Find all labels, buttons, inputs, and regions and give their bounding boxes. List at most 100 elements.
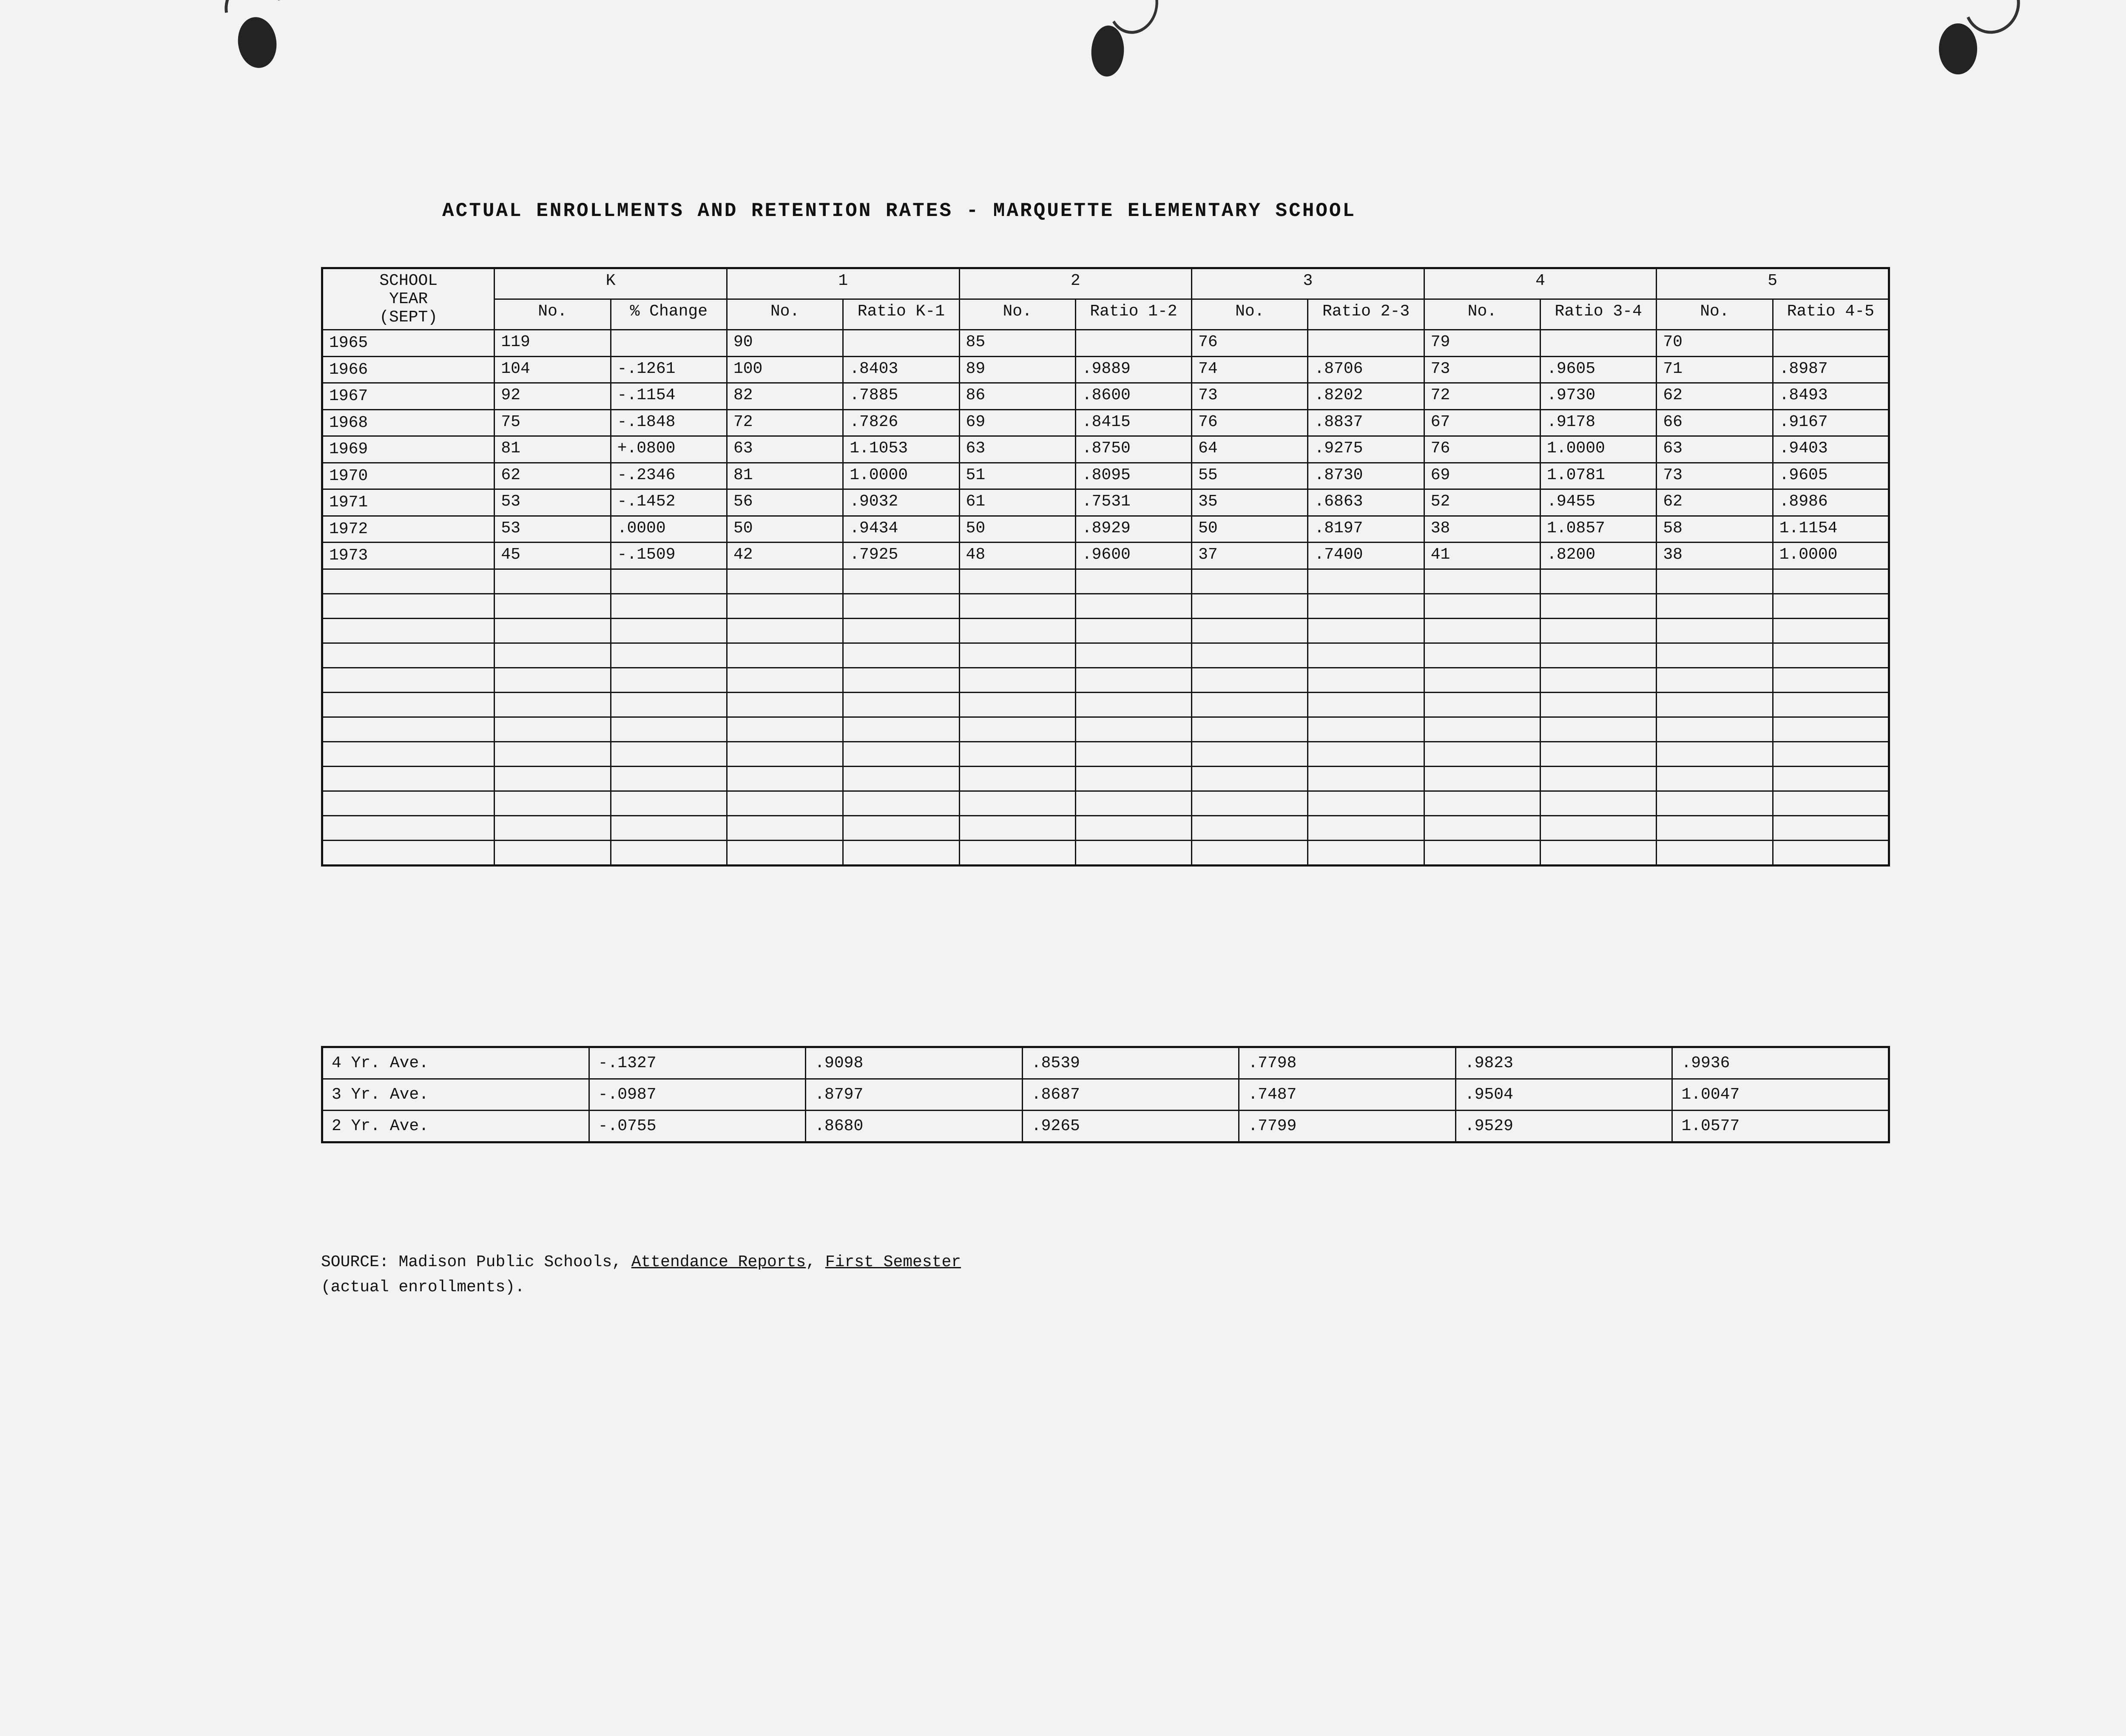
cell-ratio-34: 1.0781	[1540, 463, 1657, 489]
cell-grade2-no: 63	[959, 436, 1075, 463]
filler-cell	[959, 742, 1075, 766]
filler-cell	[495, 766, 611, 791]
cell-ratio-k1: 1.0000	[843, 463, 959, 489]
filler-cell	[1540, 815, 1657, 840]
table-filler-row	[322, 618, 1889, 643]
filler-cell	[843, 692, 959, 717]
cell-school-year: 1971	[322, 489, 495, 516]
table-row-1967: 1967 92 -.1154 82.7885 86.8600 73.8202 72.9730…	[322, 383, 1889, 410]
cell-ratio-12: .8929	[1075, 516, 1191, 543]
filler-cell	[611, 840, 727, 865]
filler-cell	[1424, 791, 1540, 815]
filler-cell	[495, 717, 611, 742]
filler-cell	[1657, 618, 1773, 643]
hole-punch-mark	[1090, 25, 1126, 77]
filler-cell	[322, 717, 495, 742]
filler-cell	[611, 742, 727, 766]
cell-grade3-no: 64	[1192, 436, 1308, 463]
cell-grade2-no: 85	[959, 330, 1075, 357]
filler-cell	[1424, 668, 1540, 692]
cell-average-ratio-12: .9265	[1022, 1111, 1239, 1142]
filler-cell	[495, 569, 611, 594]
cell-k-pct-change: -.2346	[611, 463, 727, 489]
filler-cell	[843, 643, 959, 668]
source-label: SOURCE:	[321, 1253, 389, 1271]
col-group-4: 4	[1424, 268, 1657, 299]
cell-grade4-no: 67	[1424, 409, 1540, 436]
cell-grade1-no: 90	[727, 330, 843, 357]
source-publisher: Madison Public Schools	[398, 1253, 612, 1271]
table-filler-row	[322, 766, 1889, 791]
table-row-1973: 1973 45 -.1509 42.7925 48.9600 37.7400 41.8200…	[322, 543, 1889, 569]
cell-ratio-k1: .8403	[843, 356, 959, 383]
cell-grade3-no: 76	[1192, 409, 1308, 436]
col-header-ratio-k1: Ratio K-1	[843, 299, 959, 330]
cell-grade3-no: 50	[1192, 516, 1308, 543]
filler-cell	[843, 742, 959, 766]
cell-average-ratio-34: .9823	[1455, 1047, 1672, 1079]
filler-cell	[959, 668, 1075, 692]
col-header-no-2: No.	[959, 299, 1075, 330]
filler-cell	[322, 618, 495, 643]
cell-average-ratio-23: .7487	[1239, 1079, 1456, 1111]
average-row-4-yr.-ave.: 4 Yr. Ave. -.1327.9098.8539.7798.9823.993…	[322, 1047, 1889, 1079]
filler-cell	[1192, 717, 1308, 742]
filler-cell	[495, 791, 611, 815]
cell-ratio-23: .8202	[1308, 383, 1424, 410]
filler-cell	[727, 840, 843, 865]
filler-cell	[495, 668, 611, 692]
averages-table: 4 Yr. Ave. -.1327.9098.8539.7798.9823.993…	[321, 1046, 1890, 1143]
filler-cell	[1075, 815, 1191, 840]
filler-cell	[322, 791, 495, 815]
cell-ratio-12: .8095	[1075, 463, 1191, 489]
cell-grade4-no: 79	[1424, 330, 1540, 357]
table-filler-row	[322, 791, 1889, 815]
cell-school-year: 1966	[322, 356, 495, 383]
filler-cell	[843, 668, 959, 692]
filler-cell	[1308, 766, 1424, 791]
cell-ratio-12: .8750	[1075, 436, 1191, 463]
cell-grade3-no: 35	[1192, 489, 1308, 516]
filler-cell	[1192, 618, 1308, 643]
filler-cell	[727, 766, 843, 791]
filler-cell	[1308, 791, 1424, 815]
cell-grade1-no: 50	[727, 516, 843, 543]
col-header-ratio-45: Ratio 4-5	[1773, 299, 1889, 330]
filler-cell	[1075, 692, 1191, 717]
cell-ratio-34: .9178	[1540, 409, 1657, 436]
average-row-2-yr.-ave.: 2 Yr. Ave. -.0755.8680.9265.7799.9529 1.05…	[322, 1111, 1889, 1142]
filler-cell	[1657, 668, 1773, 692]
cell-grade4-no: 72	[1424, 383, 1540, 410]
filler-cell	[1192, 594, 1308, 618]
cell-ratio-12: .8415	[1075, 409, 1191, 436]
table-row-1965: 1965 119 90 85 76 79 70	[322, 330, 1889, 357]
cell-grade4-no: 41	[1424, 543, 1540, 569]
source-report-title: Attendance Reports	[631, 1253, 806, 1271]
cell-ratio-45: .9403	[1773, 436, 1889, 463]
filler-cell	[1075, 717, 1191, 742]
filler-cell	[1192, 791, 1308, 815]
cell-average-ratio-23: .7799	[1239, 1111, 1456, 1142]
table-filler-row	[322, 717, 1889, 742]
filler-cell	[1424, 594, 1540, 618]
cell-average-ratio-34: .9504	[1455, 1079, 1672, 1111]
filler-cell	[727, 569, 843, 594]
filler-cell	[322, 742, 495, 766]
col-header-no-3: No.	[1192, 299, 1308, 330]
cell-grade4-no: 38	[1424, 516, 1540, 543]
enrollment-table: SCHOOL YEAR (SEPT) K 1 2 3 4 5 No. % Cha…	[321, 267, 1890, 867]
filler-cell	[1424, 815, 1540, 840]
filler-cell	[495, 618, 611, 643]
cell-ratio-12: .9600	[1075, 543, 1191, 569]
filler-cell	[1540, 668, 1657, 692]
source-semester: First Semester	[825, 1253, 961, 1271]
cell-average-k-pct: -.1327	[589, 1047, 806, 1079]
cell-ratio-45: .8987	[1773, 356, 1889, 383]
filler-cell	[1657, 742, 1773, 766]
filler-cell	[1424, 717, 1540, 742]
filler-cell	[843, 815, 959, 840]
cell-ratio-45	[1773, 330, 1889, 357]
cell-school-year: 1968	[322, 409, 495, 436]
cell-average-ratio-45: .9936	[1672, 1047, 1889, 1079]
col-header-no-k: No.	[495, 299, 611, 330]
